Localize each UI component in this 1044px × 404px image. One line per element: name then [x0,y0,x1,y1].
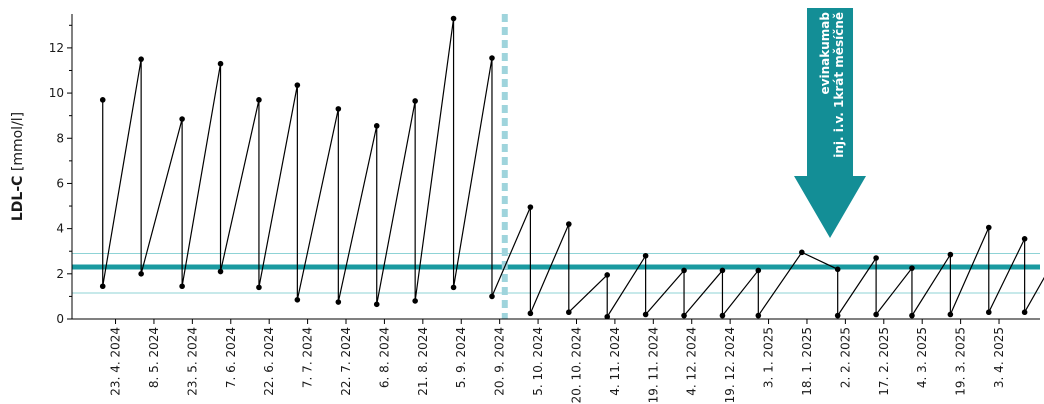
x-tick-label: 8. 5. 2024 [147,327,161,388]
data-point [873,255,879,261]
y-tick-label: 4 [56,222,64,236]
annotation-line-2: inj. i.v. 1krát měsíčně [832,12,846,158]
data-point [217,268,224,275]
data-point [489,293,495,300]
x-tick-label: 19. 3. 2025 [954,327,968,396]
x-tick-label: 23. 4. 2024 [109,327,123,396]
y-tick-label: 2 [56,267,64,281]
data-point [755,312,762,319]
data-point [566,221,572,227]
data-point [450,15,457,22]
data-point [138,271,144,277]
data-point [489,55,495,61]
data-point [217,60,224,67]
x-ticks: 23. 4. 2024 8. 5. 2024 23. 5. 2024 7. 6. 20… [109,319,1006,403]
y-tick-label: 6 [56,176,64,190]
data-point [527,310,534,317]
data-point [642,252,649,259]
data-point [799,249,805,256]
x-tick-label: 22. 6. 2024 [262,327,276,396]
data-point [719,267,726,274]
data-point [947,311,954,318]
x-tick-label: 19. 12. 2024 [723,327,737,403]
x-tick-label: 2. 2. 2025 [838,327,852,388]
data-point [373,301,380,308]
reference-lines [72,252,1040,294]
x-tick-label: 5. 9. 2024 [454,327,468,388]
x-tick-label: 3. 1. 2025 [762,327,776,388]
data-point [99,97,106,103]
data-point [373,123,380,129]
x-tick-label: 7. 6. 2024 [224,327,238,388]
data-point [412,298,418,304]
data-point [947,251,954,258]
x-tick-label: 17. 2. 2025 [877,327,891,396]
data-point [604,272,611,278]
data-point [256,284,262,291]
data-point [412,98,418,104]
series-ldl [99,15,1044,320]
axes [71,14,1040,320]
data-point [681,312,687,319]
x-tick-label: 4. 12. 2024 [685,327,699,396]
data-point [335,106,342,112]
data-point [256,97,262,103]
data-point [834,266,841,273]
y-tick-label: 8 [56,131,64,145]
y-axis-label: LDL-C [mmol/l] [10,112,26,221]
x-tick-label: 3. 4. 2025 [992,327,1006,388]
data-point [909,312,915,319]
x-tick-label: 5. 10. 2024 [531,327,545,396]
y-ticks: 0 2 4 6 8 10 12 [49,24,72,326]
data-point [681,267,687,274]
data-point [99,283,106,290]
data-point [335,299,342,305]
y-tick-label: 12 [49,41,64,55]
data-point [1021,235,1028,242]
data-point [1021,309,1028,316]
x-tick-label: 21. 8. 2024 [416,327,430,396]
x-tick-label: 20. 9. 2024 [493,327,507,396]
data-point [873,311,879,318]
series-line [102,18,1044,319]
y-tick-label: 10 [49,86,64,100]
data-point [719,312,726,319]
x-tick-label: 22. 7. 2024 [339,327,353,396]
data-point [909,265,915,271]
x-tick-label: 20. 10. 2024 [569,327,583,403]
y-tick-label: 0 [56,312,64,326]
data-point [294,82,301,88]
data-point [179,116,185,122]
annotation-line-1: evinakumab [818,12,832,95]
data-point [604,313,611,320]
data-point [985,309,992,316]
data-point [985,224,992,231]
x-tick-label: 7. 7. 2024 [301,327,315,388]
data-point [566,309,572,316]
x-tick-label: 18. 1. 2025 [800,327,814,396]
data-point [834,312,841,319]
data-point [138,56,144,62]
x-tick-label: 4. 11. 2024 [608,327,622,396]
x-tick-label: 19. 11. 2024 [646,327,660,403]
x-tick-label: 4. 3. 2025 [915,327,929,388]
data-point [755,267,762,274]
annotation-label: evinakumab inj. i.v. 1krát měsíčně [818,12,846,158]
y-axis-label-unit: [mmol/l] [10,112,26,176]
down-arrow-icon [794,8,867,238]
x-tick-label: 6. 8. 2024 [377,327,391,388]
data-point [294,296,301,303]
data-point [642,311,649,318]
data-point [450,284,457,291]
data-point [179,283,185,290]
treatment-annotation: evinakumab inj. i.v. 1krát měsíčně [794,8,867,238]
x-tick-label: 23. 5. 2024 [185,327,199,396]
data-point [527,204,534,210]
y-axis-label-name: LDL-C [10,176,26,222]
